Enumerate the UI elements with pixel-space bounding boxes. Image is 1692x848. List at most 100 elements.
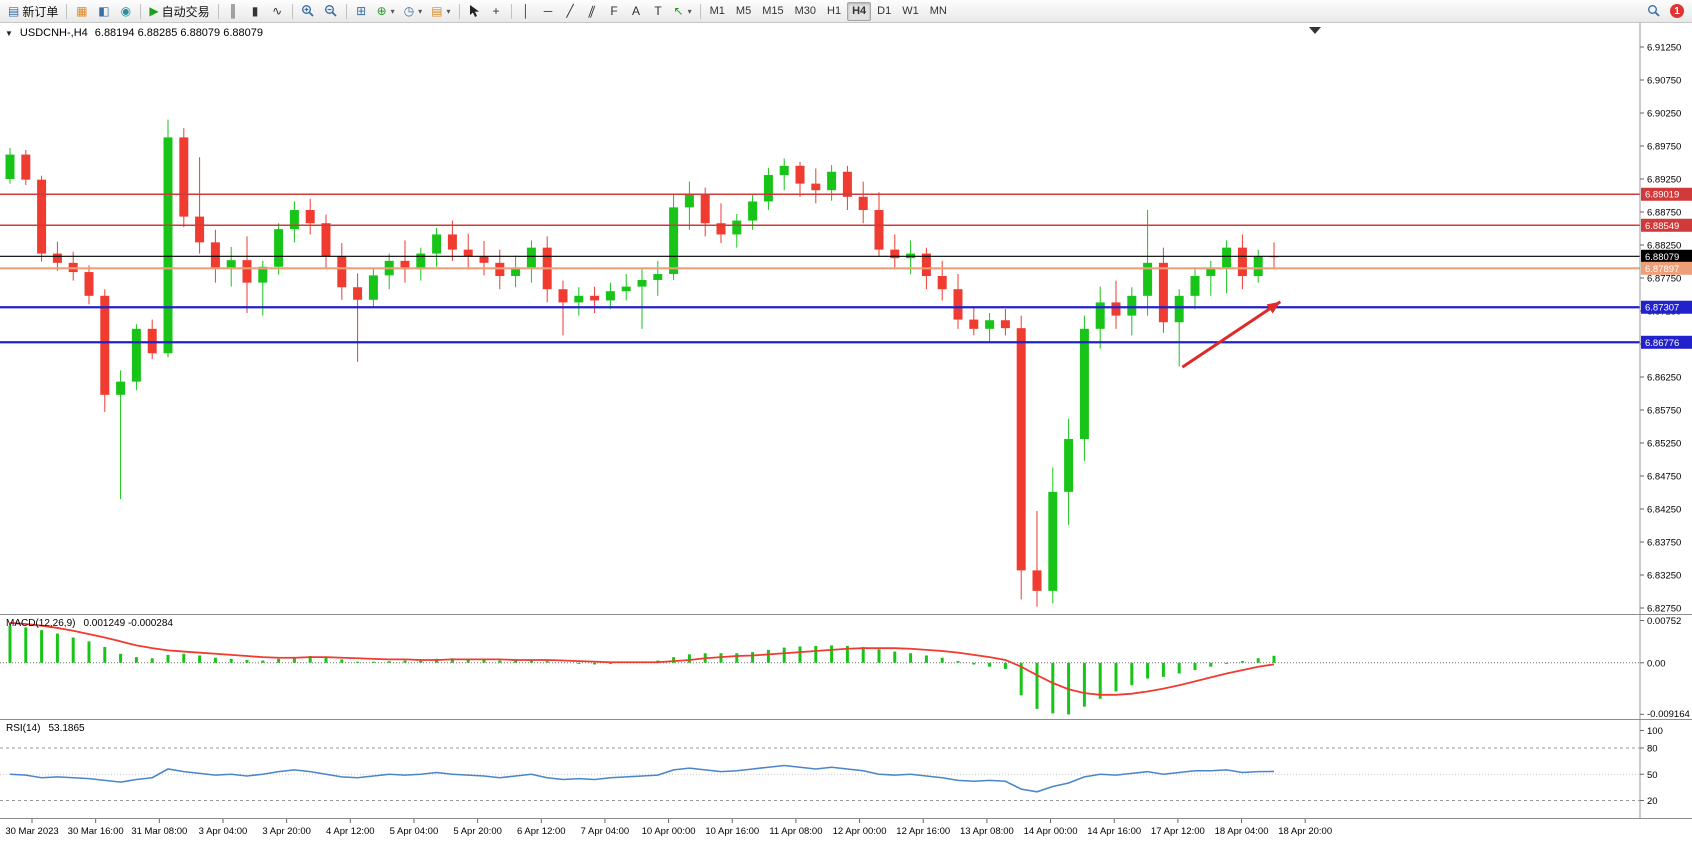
line-chart-button[interactable]: ∿ — [267, 2, 288, 21]
horizontal-line-button[interactable]: ─ — [538, 2, 559, 21]
svg-text:12 Apr 16:00: 12 Apr 16:00 — [896, 826, 950, 837]
svg-text:6.89250: 6.89250 — [1647, 175, 1681, 186]
search-button[interactable] — [1643, 2, 1665, 21]
tile-windows-icon: ⊞ — [356, 4, 367, 18]
panel-divider[interactable] — [0, 719, 1692, 720]
timeframe-m15-button[interactable]: M15 — [762, 5, 784, 17]
timeframe-m1-button[interactable]: M1 — [709, 5, 725, 17]
symbol-header: ▼ USDCNH-,H4 6.88194 6.88285 6.88079 6.8… — [5, 27, 263, 39]
svg-text:0.00: 0.00 — [1647, 658, 1666, 669]
time-axis-canvas[interactable]: 30 Mar 2023 30 Mar 16:00 31 Mar 08:00 3 Apr… — [0, 819, 1692, 848]
svg-text:6 Apr 12:00: 6 Apr 12:00 — [517, 826, 566, 837]
label-button[interactable]: T — [648, 2, 669, 21]
text-button[interactable]: A — [626, 2, 647, 21]
autotrading-play-icon: ▶ — [149, 4, 159, 18]
toolbar-separator — [140, 3, 142, 19]
macd-chart-canvas[interactable]: 0.00752 0.00 -0.009164 — [0, 615, 1692, 719]
svg-text:6.83750: 6.83750 — [1647, 538, 1681, 549]
timeframe-h4-button[interactable]: H4 — [847, 1, 872, 21]
svg-text:6.84750: 6.84750 — [1647, 472, 1681, 483]
panel-divider[interactable] — [0, 818, 1692, 819]
rsi-line — [9, 764, 1275, 793]
toolbar-separator — [66, 3, 68, 19]
fibonacci-icon: F — [610, 4, 618, 18]
horizontal-lines — [0, 193, 1640, 344]
panel-divider[interactable] — [0, 614, 1692, 615]
zoom-in-button[interactable] — [297, 2, 319, 21]
svg-text:3 Apr 20:00: 3 Apr 20:00 — [262, 826, 311, 837]
cursor-icon — [470, 5, 480, 17]
svg-text:6.87897: 6.87897 — [1645, 264, 1679, 275]
candlestick-icon: ▮ — [251, 4, 259, 18]
metaeditor-button[interactable]: ◧ — [93, 2, 114, 21]
time-axis[interactable]: 30 Mar 2023 30 Mar 16:00 31 Mar 08:00 3 Apr… — [0, 819, 1692, 848]
new-order-button[interactable]: ▤ 新订单 — [4, 2, 62, 21]
community-button[interactable]: ◉ — [115, 2, 136, 21]
arrow-objects-icon: ↖ — [673, 4, 684, 18]
svg-text:5 Apr 04:00: 5 Apr 04:00 — [390, 826, 439, 837]
periods-button[interactable]: ◷ ▾ — [400, 2, 427, 21]
main-chart-panel[interactable]: 6.91250 6.90750 6.90250 6.89750 6.89250 6.887… — [0, 23, 1692, 614]
timeframe-w1-button[interactable]: W1 — [902, 5, 919, 17]
rsi-axis: 100 80 50 20 — [1640, 726, 1663, 807]
collapse-triangle-icon[interactable]: ▼ — [5, 28, 13, 38]
timeframe-mn-button[interactable]: MN — [929, 5, 947, 17]
trend-arrow — [1181, 300, 1282, 369]
indicators-button[interactable]: ⊕ ▾ — [373, 2, 399, 21]
rsi-panel[interactable]: 100 80 50 20 RSI(14) 53.1865 — [0, 720, 1692, 818]
toolbar-separator — [217, 3, 219, 19]
trendline-button[interactable]: ╱ — [560, 2, 581, 21]
price-axis: 6.91250 6.90750 6.90250 6.89750 6.89250 6.887… — [1640, 43, 1681, 614]
template-icon: ▤ — [431, 4, 443, 18]
bar-chart-button[interactable]: ║ — [223, 2, 244, 21]
channel-button[interactable]: ∥ — [582, 2, 603, 21]
timeframe-h1-button[interactable]: H1 — [827, 5, 842, 17]
svg-text:11 Apr 08:00: 11 Apr 08:00 — [769, 826, 822, 837]
chart-window-icon: ▦ — [76, 4, 88, 18]
svg-text:6.88549: 6.88549 — [1645, 221, 1679, 232]
channel-icon: ∥ — [586, 4, 598, 18]
crosshair-icon: + — [492, 4, 500, 18]
new-order-label: 新订单 — [22, 4, 59, 19]
svg-text:6.85250: 6.85250 — [1647, 439, 1681, 450]
crosshair-button[interactable]: + — [486, 2, 507, 21]
vertical-line-button[interactable]: │ — [516, 2, 537, 21]
svg-text:6.84250: 6.84250 — [1647, 505, 1681, 516]
autotrading-button[interactable]: ▶ 自动交易 — [145, 2, 213, 21]
rsi-title: RSI(14) — [6, 723, 41, 734]
svg-text:7 Apr 04:00: 7 Apr 04:00 — [581, 826, 630, 837]
fibonacci-button[interactable]: F — [604, 2, 625, 21]
rsi-chart-canvas[interactable]: 100 80 50 20 — [0, 720, 1692, 818]
chevron-down-icon: ▾ — [446, 6, 451, 16]
svg-text:18 Apr 20:00: 18 Apr 20:00 — [1278, 826, 1332, 837]
notifications-button[interactable]: 1 — [1666, 2, 1688, 21]
svg-text:6.89019: 6.89019 — [1645, 190, 1679, 201]
new-order-icon: ▤ — [8, 4, 20, 18]
toolbar-separator — [345, 3, 347, 19]
cursor-button[interactable] — [464, 2, 485, 21]
toolbar-separator — [510, 3, 512, 19]
vertical-line-icon: │ — [522, 4, 530, 18]
timeframe-m30-button[interactable]: M30 — [794, 5, 816, 17]
svg-text:6.87307: 6.87307 — [1645, 303, 1679, 314]
shift-marker-icon — [1309, 27, 1321, 34]
svg-text:18 Apr 04:00: 18 Apr 04:00 — [1215, 826, 1269, 837]
arrows-button[interactable]: ↖ ▾ — [670, 2, 696, 21]
macd-panel[interactable]: 0.00752 0.00 -0.009164 MACD(12,26,9) 0.001… — [0, 615, 1692, 719]
templates-button[interactable]: ▤ ▾ — [427, 2, 454, 21]
trendline-icon: ╱ — [566, 4, 574, 18]
svg-text:-0.009164: -0.009164 — [1647, 709, 1690, 719]
timeframe-m5-button[interactable]: M5 — [735, 5, 752, 17]
candlestick-button[interactable]: ▮ — [245, 2, 266, 21]
charts-button[interactable]: ▦ — [71, 2, 92, 21]
symbol-ohlc: 6.88194 6.88285 6.88079 6.88079 — [94, 27, 263, 39]
svg-text:0.00752: 0.00752 — [1647, 616, 1681, 627]
svg-text:3 Apr 04:00: 3 Apr 04:00 — [199, 826, 248, 837]
macd-values: 0.001249 -0.000284 — [83, 618, 173, 629]
tile-windows-button[interactable]: ⊞ — [351, 2, 372, 21]
label-icon: T — [654, 4, 662, 18]
svg-text:13 Apr 08:00: 13 Apr 08:00 — [960, 826, 1014, 837]
timeframe-d1-button[interactable]: D1 — [877, 5, 892, 17]
zoom-out-button[interactable] — [320, 2, 342, 21]
price-chart-canvas[interactable]: 6.91250 6.90750 6.90250 6.89750 6.89250 6.887… — [0, 23, 1692, 614]
